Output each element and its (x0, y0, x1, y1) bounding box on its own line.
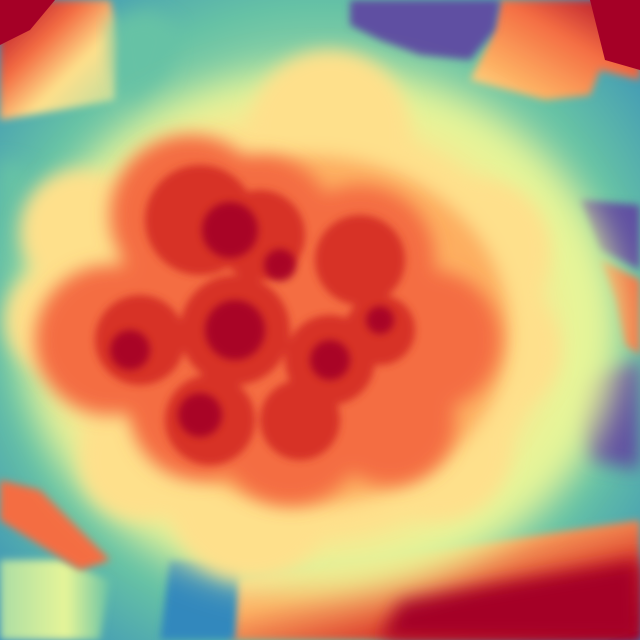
depth-map-image (0, 0, 640, 640)
depth-map-canvas (0, 0, 640, 640)
